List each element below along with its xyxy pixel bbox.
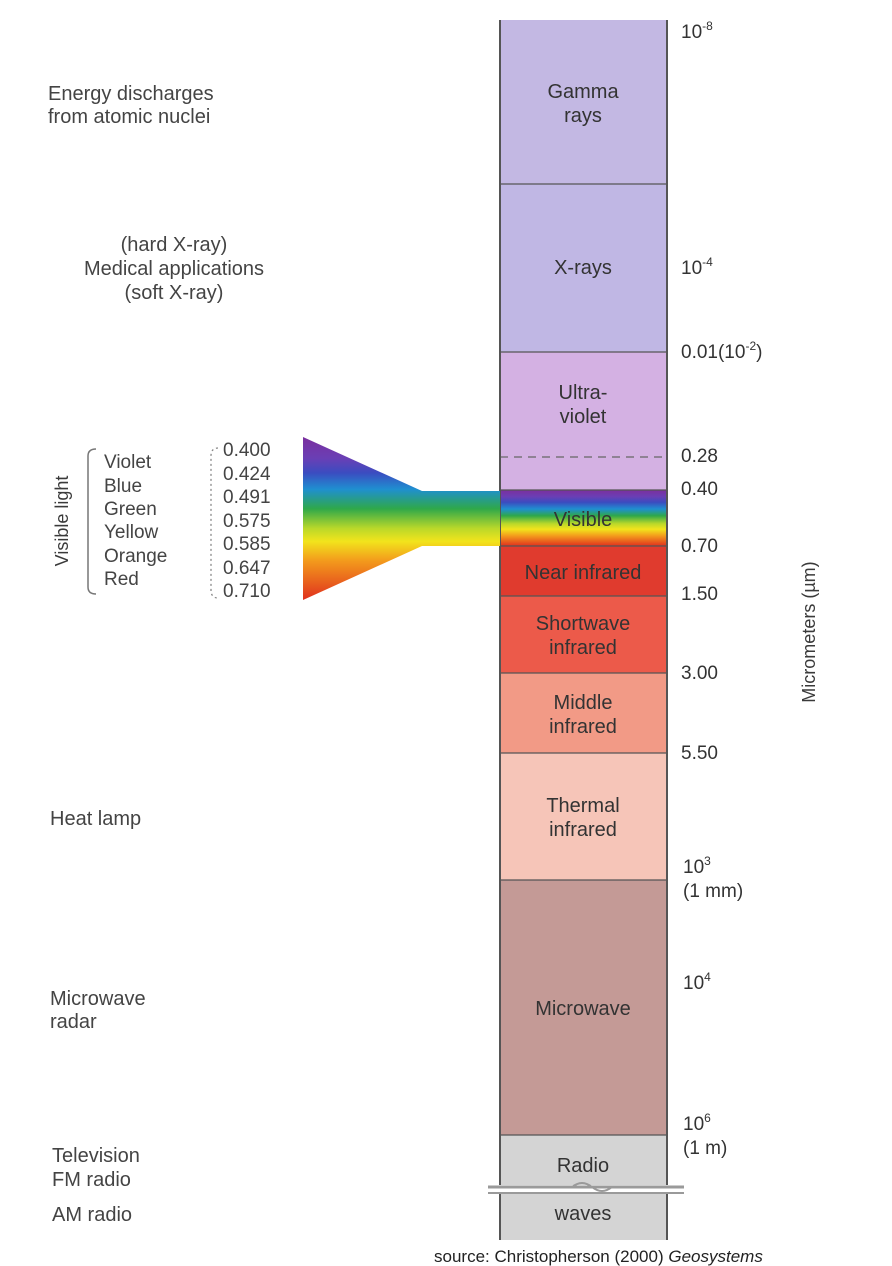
color-value: 0.585 xyxy=(223,534,271,555)
tick-note: (1 mm) xyxy=(683,881,743,902)
tick-label: 104 xyxy=(683,970,711,994)
color-value: 0.575 xyxy=(223,511,271,532)
color-value: 0.491 xyxy=(223,487,271,508)
color-value: 0.424 xyxy=(223,464,271,485)
visible-light-funnel xyxy=(303,437,500,600)
band-label-visible: Visible xyxy=(554,509,613,531)
color-name: Blue xyxy=(104,476,142,497)
tick-label: 0.40 xyxy=(681,479,718,500)
application-label: Energy dischargesfrom atomic nuclei xyxy=(48,83,214,128)
wavelength-ticks: 10-8 10-4 0.01(10-2) 0.28 0.40 0.70 1.50… xyxy=(681,19,762,1159)
tick-label: 0.28 xyxy=(681,446,718,467)
tick-label: 3.00 xyxy=(681,663,718,684)
band-label-nir: Near infrared xyxy=(525,562,642,584)
tick-label: 10-4 xyxy=(681,255,713,279)
axis-title: Micrometers (µm) xyxy=(799,561,819,702)
tick-label: 103 xyxy=(683,854,711,878)
band-label-radio: Radio xyxy=(557,1155,609,1177)
application-label: (hard X-ray)Medical applications(soft X-… xyxy=(84,234,264,304)
tick-label: 10-8 xyxy=(681,19,713,43)
color-value: 0.647 xyxy=(223,558,271,579)
tick-label: 0.01(10-2) xyxy=(681,339,762,363)
applications: Energy dischargesfrom atomic nuclei (har… xyxy=(48,83,264,1226)
application-label: TelevisionFM radio xyxy=(52,1145,140,1191)
tick-label: 1.50 xyxy=(681,584,718,605)
application-label: Microwaveradar xyxy=(50,988,146,1033)
application-label: Heat lamp xyxy=(50,808,141,830)
tick-label: 5.50 xyxy=(681,743,718,764)
source-citation: source: Christopherson (2000) Geosystems xyxy=(434,1247,763,1266)
color-name: Yellow xyxy=(104,522,159,543)
tick-label: 0.70 xyxy=(681,536,718,557)
visible-light-title: Visible light xyxy=(52,476,72,567)
band-label-xray: X-rays xyxy=(554,257,612,279)
tick-label: 106 xyxy=(683,1111,711,1135)
band-label-waves: waves xyxy=(554,1203,612,1225)
color-name: Green xyxy=(104,499,157,520)
color-name: Red xyxy=(104,569,139,590)
color-name: Violet xyxy=(104,452,152,473)
visible-light-block: Visible light Violet Blue Green Yellow O… xyxy=(52,440,271,602)
color-name: Orange xyxy=(104,546,167,567)
band-label-microwave: Microwave xyxy=(535,998,631,1020)
visible-light-bracket xyxy=(88,449,96,594)
color-value: 0.400 xyxy=(223,440,271,461)
color-value: 0.710 xyxy=(223,581,271,602)
tick-note: (1 m) xyxy=(683,1138,727,1159)
value-bracket xyxy=(211,448,218,598)
application-label: AM radio xyxy=(52,1204,132,1226)
